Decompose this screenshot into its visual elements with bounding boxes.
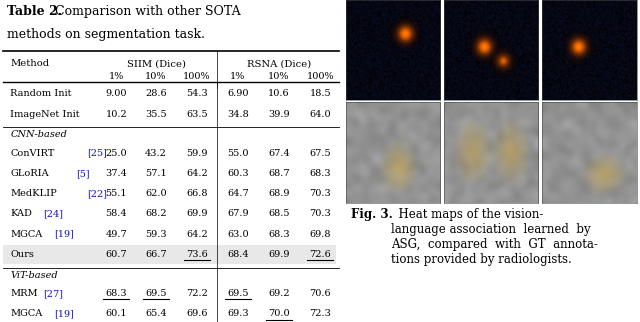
Text: 59.3: 59.3 xyxy=(145,230,166,239)
Text: [19]: [19] xyxy=(54,309,74,318)
Text: Fig. 3.: Fig. 3. xyxy=(351,208,393,221)
Text: 68.2: 68.2 xyxy=(145,210,166,218)
Text: 70.0: 70.0 xyxy=(268,309,290,318)
Text: 55.1: 55.1 xyxy=(106,189,127,198)
Text: 25.0: 25.0 xyxy=(106,149,127,157)
Text: 1%: 1% xyxy=(230,71,246,80)
Text: 68.4: 68.4 xyxy=(227,250,249,259)
Text: 69.5: 69.5 xyxy=(227,289,249,298)
Text: Heat maps of the vision-
language association  learned  by
ASG,  compared  with : Heat maps of the vision- language associ… xyxy=(391,208,598,266)
Text: 70.6: 70.6 xyxy=(309,289,331,298)
Text: 10%: 10% xyxy=(145,71,166,80)
Text: Table 2.: Table 2. xyxy=(7,5,62,18)
Text: 10.6: 10.6 xyxy=(268,90,290,99)
Text: 73.6: 73.6 xyxy=(186,250,208,259)
Text: MRM: MRM xyxy=(10,289,38,298)
Text: 57.1: 57.1 xyxy=(145,169,166,178)
Text: 58.4: 58.4 xyxy=(106,210,127,218)
Text: 6.90: 6.90 xyxy=(227,90,249,99)
Text: 68.3: 68.3 xyxy=(106,289,127,298)
Text: 39.9: 39.9 xyxy=(268,110,290,119)
Text: 49.7: 49.7 xyxy=(106,230,127,239)
Text: 10%: 10% xyxy=(268,71,290,80)
Text: 60.3: 60.3 xyxy=(227,169,249,178)
Text: 67.4: 67.4 xyxy=(268,149,290,157)
Text: [27]: [27] xyxy=(43,289,63,298)
Text: 43.2: 43.2 xyxy=(145,149,167,157)
Text: 1%: 1% xyxy=(109,71,124,80)
Text: RSNA (Dice): RSNA (Dice) xyxy=(247,59,311,68)
Text: 100%: 100% xyxy=(307,71,334,80)
Text: Method: Method xyxy=(10,59,49,68)
Text: 37.4: 37.4 xyxy=(106,169,127,178)
Text: 64.2: 64.2 xyxy=(186,169,208,178)
Text: 72.6: 72.6 xyxy=(309,250,331,259)
Text: 10.2: 10.2 xyxy=(106,110,127,119)
Text: Random Init: Random Init xyxy=(10,90,72,99)
Text: 54.3: 54.3 xyxy=(186,90,208,99)
Text: 62.0: 62.0 xyxy=(145,189,166,198)
Text: 69.8: 69.8 xyxy=(309,230,331,239)
Text: 69.2: 69.2 xyxy=(268,289,290,298)
Text: MGCA: MGCA xyxy=(10,230,42,239)
Text: 69.5: 69.5 xyxy=(145,289,166,298)
Text: 69.9: 69.9 xyxy=(268,250,290,259)
Text: 66.8: 66.8 xyxy=(186,189,207,198)
Text: MedKLIP: MedKLIP xyxy=(10,189,57,198)
Text: CNN-based: CNN-based xyxy=(10,130,67,139)
Text: Ours: Ours xyxy=(10,250,34,259)
Text: GLoRIA: GLoRIA xyxy=(10,169,49,178)
Text: 67.5: 67.5 xyxy=(309,149,331,157)
Text: 72.2: 72.2 xyxy=(186,289,208,298)
Text: ViT-based: ViT-based xyxy=(10,271,58,280)
Text: 68.9: 68.9 xyxy=(268,189,290,198)
Text: 63.0: 63.0 xyxy=(227,230,249,239)
Text: 64.7: 64.7 xyxy=(227,189,249,198)
Text: 100%: 100% xyxy=(183,71,211,80)
Text: 68.3: 68.3 xyxy=(309,169,331,178)
Text: ConVIRT: ConVIRT xyxy=(10,149,54,157)
Text: 59.9: 59.9 xyxy=(186,149,207,157)
Text: 69.9: 69.9 xyxy=(186,210,207,218)
Text: 70.3: 70.3 xyxy=(309,210,331,218)
Text: [22]: [22] xyxy=(87,189,107,198)
Text: [25]: [25] xyxy=(87,149,107,157)
Text: [5]: [5] xyxy=(76,169,90,178)
Text: 9.00: 9.00 xyxy=(106,90,127,99)
Text: [19]: [19] xyxy=(54,230,74,239)
Text: 64.2: 64.2 xyxy=(186,230,208,239)
Text: 69.3: 69.3 xyxy=(227,309,249,318)
Text: 67.9: 67.9 xyxy=(227,210,249,218)
Text: Comparison with other SOTA: Comparison with other SOTA xyxy=(51,5,241,18)
Text: 60.1: 60.1 xyxy=(106,309,127,318)
Text: 72.3: 72.3 xyxy=(309,309,331,318)
Text: MGCA: MGCA xyxy=(10,309,42,318)
Text: 69.6: 69.6 xyxy=(186,309,207,318)
Text: 55.0: 55.0 xyxy=(227,149,249,157)
Text: 63.5: 63.5 xyxy=(186,110,208,119)
Text: 28.6: 28.6 xyxy=(145,90,166,99)
Text: 70.3: 70.3 xyxy=(309,189,331,198)
Text: SIIM (Dice): SIIM (Dice) xyxy=(127,59,186,68)
Text: 35.5: 35.5 xyxy=(145,110,166,119)
Text: 68.7: 68.7 xyxy=(268,169,290,178)
Text: 18.5: 18.5 xyxy=(309,90,331,99)
Text: 60.7: 60.7 xyxy=(106,250,127,259)
Text: 34.8: 34.8 xyxy=(227,110,249,119)
Text: 66.7: 66.7 xyxy=(145,250,166,259)
Text: 65.4: 65.4 xyxy=(145,309,166,318)
Text: 68.5: 68.5 xyxy=(268,210,290,218)
FancyBboxPatch shape xyxy=(3,245,335,264)
Text: 64.0: 64.0 xyxy=(309,110,331,119)
Text: [24]: [24] xyxy=(43,210,63,218)
Text: KAD: KAD xyxy=(10,210,32,218)
Text: ImageNet Init: ImageNet Init xyxy=(10,110,80,119)
Text: 68.3: 68.3 xyxy=(268,230,290,239)
Text: methods on segmentation task.: methods on segmentation task. xyxy=(7,28,205,41)
